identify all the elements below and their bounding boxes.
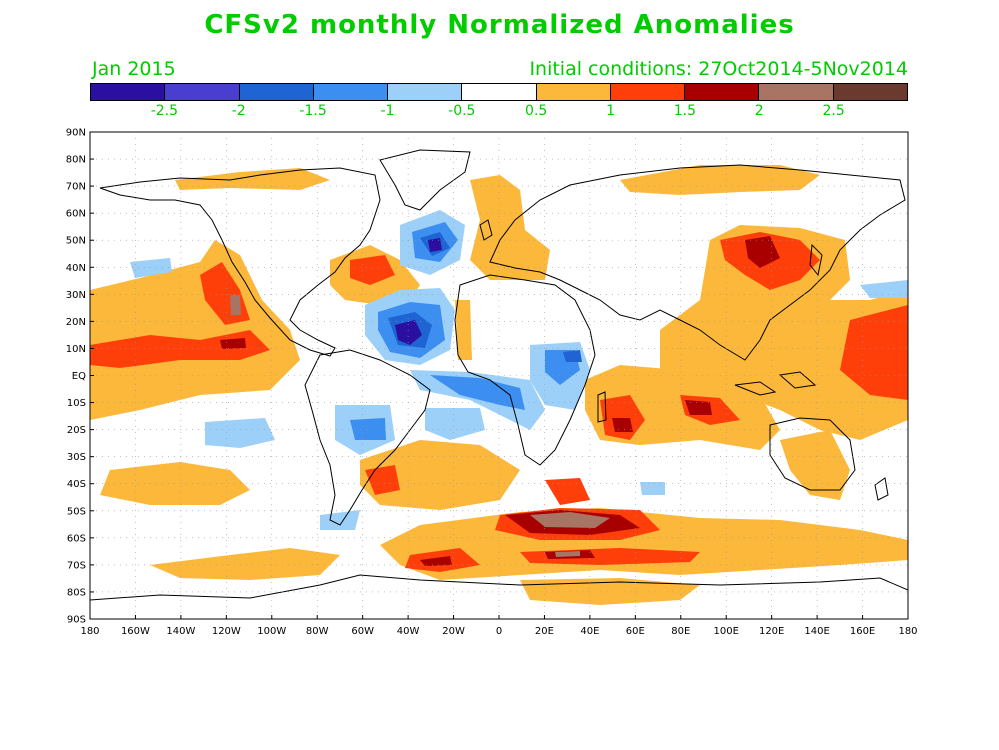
longitude-label: 120E	[759, 626, 784, 637]
initial-conditions-label: Initial conditions: 27Oct2014-5Nov2014	[529, 58, 908, 80]
longitude-label: 60E	[626, 626, 645, 637]
colorbar-segment	[462, 84, 537, 100]
colorbar-segment	[313, 84, 389, 100]
colorbar-label: -1.5	[299, 103, 327, 119]
longitude-label: 180	[898, 626, 917, 637]
colorbar-segment	[610, 84, 686, 100]
colorbar-segment	[239, 84, 314, 100]
colorbar-label: 0.5	[525, 103, 548, 119]
latitude-label: 70N	[66, 182, 86, 193]
longitude-label: 140W	[166, 626, 195, 637]
longitude-label: 80E	[671, 626, 690, 637]
longitude-label: 100E	[714, 626, 739, 637]
latitude-label: 30N	[66, 290, 86, 301]
colorbar-label: -2.5	[150, 103, 179, 119]
colorbar	[90, 83, 908, 101]
colorbar-segment	[759, 84, 834, 100]
extreme-negative-regions	[395, 238, 442, 345]
latitude-label: 10S	[67, 398, 86, 409]
colorbar-segment	[685, 84, 760, 100]
colorbar-segment	[91, 84, 166, 100]
longitude-label: 120W	[212, 626, 241, 637]
latitude-label: 20N	[66, 317, 86, 328]
latitude-label: 30S	[67, 452, 86, 463]
colorbar-label: -2	[231, 103, 246, 119]
longitude-label: 180	[80, 626, 99, 637]
colorbar-label: -1	[380, 103, 395, 119]
colorbar-segment	[388, 84, 463, 100]
longitude-label: 160W	[121, 626, 150, 637]
colorbar-label: 1	[606, 103, 615, 119]
longitude-label: 20W	[442, 626, 465, 637]
longitude-labels: 180 160W 140W 120W 100W 80W 60W 40W 20W 0 20E 40E 60…	[80, 615, 918, 637]
longitude-label: 20E	[535, 626, 554, 637]
latitude-label: 40S	[67, 479, 86, 490]
colorbar-label: -0.5	[448, 103, 476, 119]
latitude-label: 80N	[66, 155, 86, 166]
colorbar-label: 2.5	[822, 103, 845, 119]
longitude-label: 140E	[804, 626, 829, 637]
latitude-label: 60S	[67, 533, 86, 544]
anomaly-field	[90, 149, 908, 605]
colorbar-label: 2	[754, 103, 764, 119]
dotted-grid	[90, 132, 908, 619]
latitude-label: 50N	[66, 236, 86, 247]
latitude-label: 90S	[67, 615, 86, 626]
latitude-labels: 90N 80N 70N 60N 50N 40N 30N 20N 10N EQ 10S 20S 30S 40…	[66, 128, 94, 626]
latitude-label: EQ	[72, 371, 86, 382]
map-title: CFSv2 monthly Normalized Anomalies	[204, 10, 795, 40]
longitude-label: 40E	[580, 626, 599, 637]
longitude-label: 40W	[397, 626, 420, 637]
colorbar-segment	[536, 84, 611, 100]
longitude-label: 160E	[850, 626, 875, 637]
colorbar-segment	[165, 84, 240, 100]
latitude-label: 60N	[66, 209, 86, 220]
latitude-label: 80S	[67, 587, 86, 598]
latitude-label: 90N	[66, 128, 86, 139]
longitude-label: 60W	[351, 626, 374, 637]
longitude-label: 80W	[306, 626, 329, 637]
latitude-label: 40N	[66, 263, 86, 274]
longitude-label: 100W	[257, 626, 286, 637]
latitude-label: 10N	[66, 344, 86, 355]
latitude-label: 50S	[67, 506, 86, 517]
colorbar-segment	[833, 84, 907, 100]
latitude-label: 20S	[67, 425, 86, 436]
coastlines	[90, 149, 908, 601]
longitude-label: 0	[496, 626, 502, 637]
colorbar-label: 1.5	[673, 103, 697, 119]
latitude-label: 70S	[67, 560, 86, 571]
forecast-month: Jan 2015	[92, 58, 176, 80]
